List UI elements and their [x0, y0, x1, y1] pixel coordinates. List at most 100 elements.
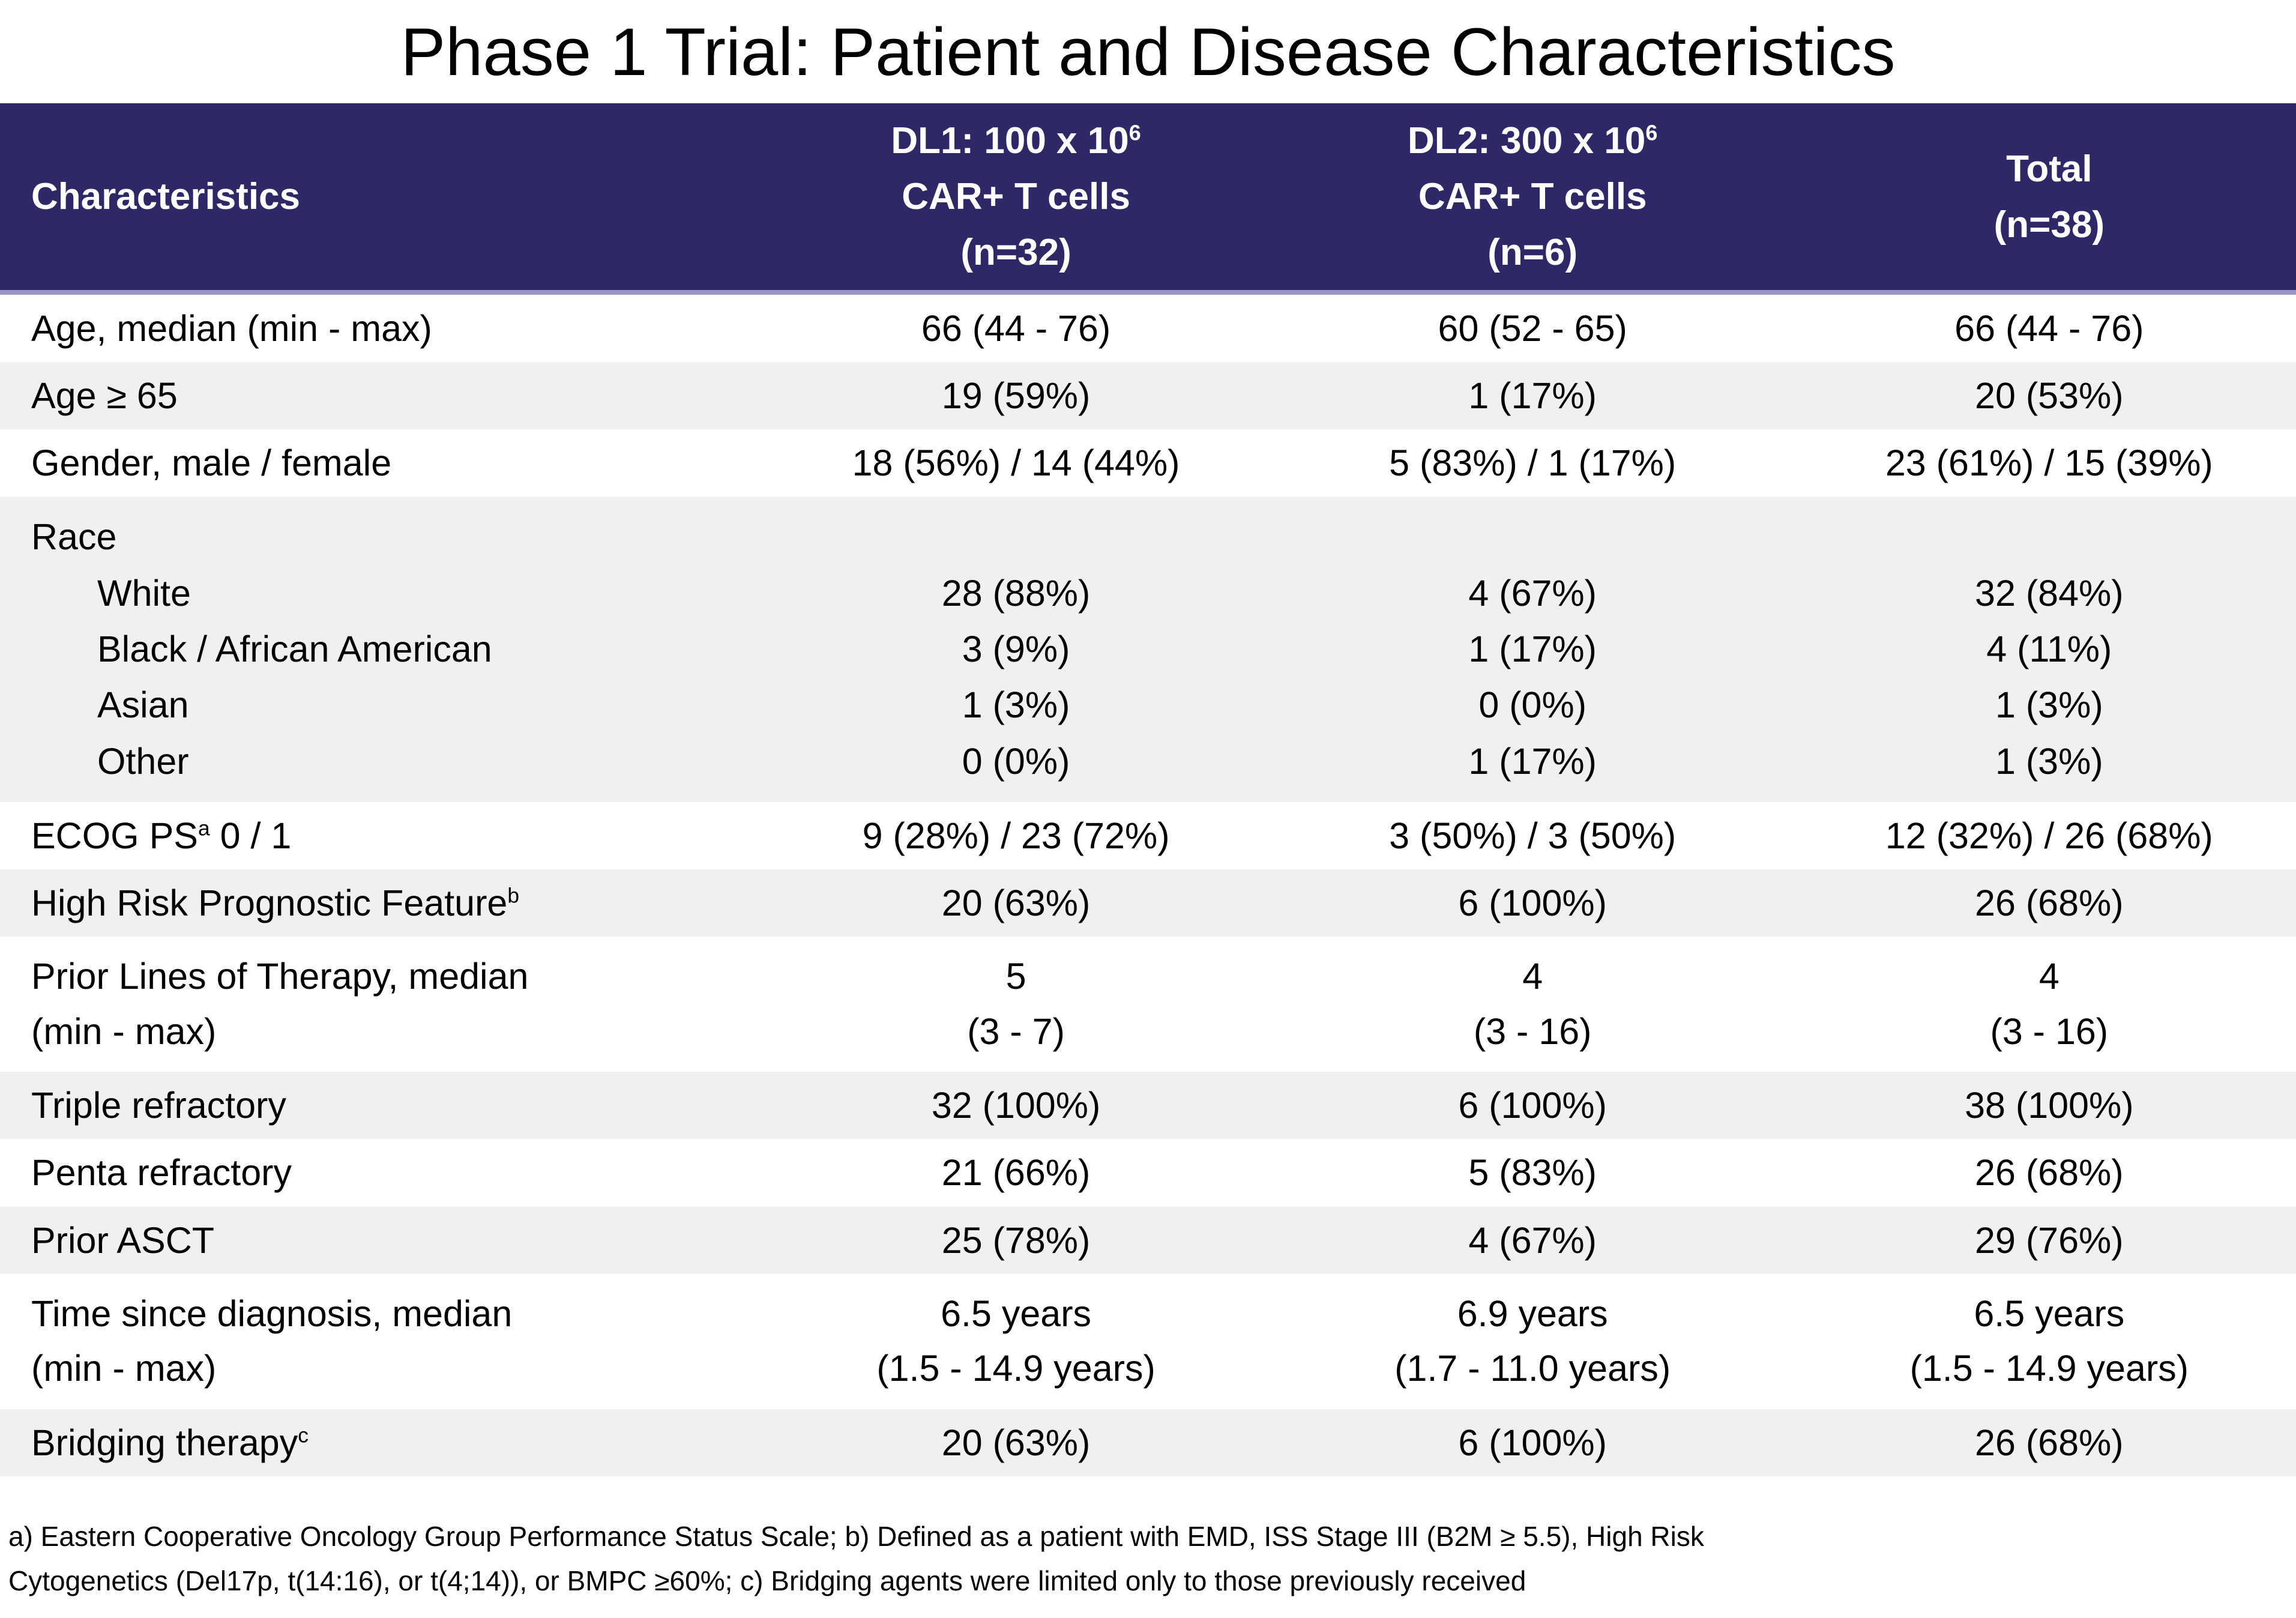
value-cell-dl2: 4 (3 - 16)	[1263, 937, 1803, 1072]
time-label-line2: (min - max)	[31, 1348, 217, 1389]
table-row-bridging-therapy: Bridging therapyc 20 (63%) 6 (100%) 26 (…	[0, 1408, 2296, 1476]
table-row-age-median: Age, median (min - max) 66 (44 - 76) 60 …	[0, 292, 2296, 363]
value-cell-total: 23 (61%) / 15 (39%)	[1885, 442, 2213, 484]
value-cell-total: 32 (84%) 4 (11%) 1 (3%) 1 (3%)	[1803, 497, 2296, 802]
title-bar: Phase 1 Trial: Patient and Disease Chara…	[0, 0, 2296, 103]
table-row-triple-refractory: Triple refractory 32 (100%) 6 (100%) 38 …	[0, 1072, 2296, 1140]
row-label-cell: Prior ASCT	[31, 1219, 215, 1261]
value-cell-dl1: 5 (3 - 7)	[769, 937, 1262, 1072]
table-row-prior-lines: Prior Lines of Therapy, median (min - ma…	[0, 937, 2296, 1072]
table-row-prior-asct: Prior ASCT 25 (78%) 4 (67%) 29 (76%)	[0, 1206, 2296, 1274]
column-header-dl1: DL1: 100 x 106 CAR+ T cells (n=32)	[769, 103, 1263, 295]
dl1-dose-text: DL1: 100 x 10	[891, 120, 1129, 161]
row-label-cell: Age, median (min - max)	[31, 308, 432, 349]
prior-lines-dl2-range: (3 - 16)	[1473, 1010, 1592, 1052]
footnote-marker-a: a	[197, 817, 210, 841]
value-cell-dl2: 6 (100%)	[1458, 883, 1607, 924]
dl2-header-cells-line: CAR+ T cells	[1418, 176, 1647, 217]
table-header-row: Characteristics DL1: 100 x 106 CAR+ T ce…	[0, 103, 2296, 295]
race-spacer	[1269, 510, 1797, 566]
value-cell-dl1: 66 (44 - 76)	[921, 308, 1111, 349]
column-header-characteristics: Characteristics	[0, 103, 770, 295]
race-other-total: 1 (3%)	[1995, 740, 2103, 782]
bridging-label-text: Bridging therapy	[31, 1422, 298, 1463]
value-cell-dl1: 21 (66%)	[941, 1152, 1091, 1194]
race-subitem-label-other: Other	[97, 740, 189, 782]
footnote-marker-c: c	[298, 1423, 309, 1447]
prior-lines-label-line2: (min - max)	[31, 1010, 217, 1052]
column-header-dl2: DL2: 300 x 106 CAR+ T cells (n=6)	[1262, 103, 1803, 295]
race-other-dl2: 1 (17%)	[1468, 740, 1597, 782]
race-white-dl1: 28 (88%)	[941, 572, 1091, 614]
total-header-label-line: Total	[2006, 148, 2093, 190]
total-header-n-line: (n=38)	[1993, 204, 2105, 246]
prior-lines-total-range: (3 - 16)	[1990, 1010, 2109, 1052]
race-black-dl2: 1 (17%)	[1468, 628, 1597, 669]
time-dl2-range: (1.7 - 11.0 years)	[1394, 1348, 1671, 1389]
dl1-header-dose-line: DL1: 100 x 106	[769, 113, 1262, 169]
dl1-dose-exponent: 6	[1128, 120, 1141, 145]
value-cell-dl2: 4 (67%) 1 (17%) 0 (0%) 1 (17%)	[1263, 497, 1803, 802]
value-cell-dl1: 28 (88%) 3 (9%) 1 (3%) 0 (0%)	[769, 497, 1262, 802]
value-cell-total: 26 (68%)	[1975, 1152, 2124, 1194]
row-label-cell: Bridging therapyc	[0, 1409, 769, 1476]
race-asian-total: 1 (3%)	[1995, 684, 2103, 726]
prior-lines-dl1-range: (3 - 7)	[967, 1010, 1065, 1052]
dl2-header-dose-line: DL2: 300 x 106	[1263, 113, 1803, 169]
table-row-gender: Gender, male / female 18 (56%) / 14 (44%…	[0, 429, 2296, 497]
time-label-line1: Time since diagnosis, median	[31, 1293, 513, 1334]
race-asian-dl1: 1 (3%)	[962, 684, 1070, 726]
time-dl2-median: 6.9 years	[1457, 1293, 1608, 1334]
footnote: a) Eastern Cooperative Oncology Group Pe…	[8, 1515, 2286, 1603]
value-cell-total: 66 (44 - 76)	[1954, 308, 2144, 349]
value-cell-total: 12 (32%) / 26 (68%)	[1885, 815, 2213, 857]
row-label-cell: ECOG PSa 0 / 1	[0, 802, 769, 869]
race-subitem-label-asian: Asian	[97, 684, 189, 726]
table-row-ecog-ps: ECOG PSa 0 / 1 9 (28%) / 23 (72%) 3 (50%…	[0, 802, 2296, 870]
row-label-cell: Gender, male / female	[31, 442, 392, 484]
footnote-line-2: Cytogenetics (Del17p, t(14:16), or t(4;1…	[8, 1565, 1526, 1596]
row-label-cell: Race White Black / African American Asia…	[0, 497, 769, 802]
table-row-penta-refractory: Penta refractory 21 (66%) 5 (83%) 26 (68…	[0, 1139, 2296, 1207]
footnote-marker-b: b	[507, 884, 520, 908]
race-white-total: 32 (84%)	[1975, 572, 2124, 614]
prior-lines-total-median: 4	[2038, 956, 2059, 997]
value-cell-total: 4 (3 - 16)	[1803, 937, 2296, 1072]
row-label-cell: High Risk Prognostic Featureb	[0, 869, 769, 937]
row-label-cell: Penta refractory	[31, 1152, 292, 1194]
value-cell-dl2: 3 (50%) / 3 (50%)	[1389, 815, 1677, 857]
race-asian-dl2: 0 (0%)	[1478, 684, 1587, 726]
race-black-total: 4 (11%)	[1986, 628, 2112, 669]
row-label-cell: Triple refractory	[31, 1085, 286, 1126]
value-cell-dl2: 60 (52 - 65)	[1438, 308, 1627, 349]
row-label-cell: Prior Lines of Therapy, median (min - ma…	[0, 937, 769, 1072]
race-subitem-label-black: Black / African American	[97, 629, 492, 670]
high-risk-label-text: High Risk Prognostic Feature	[31, 883, 508, 924]
value-cell-dl1: 25 (78%)	[941, 1219, 1091, 1261]
race-spacer	[775, 510, 1256, 566]
value-cell-dl2: 1 (17%)	[1468, 375, 1597, 417]
value-cell-dl2: 6 (100%)	[1458, 1085, 1607, 1126]
time-dl1-median: 6.5 years	[941, 1293, 1092, 1334]
patient-characteristics-table: Characteristics DL1: 100 x 106 CAR+ T ce…	[0, 103, 2296, 1476]
footnote-line-1: a) Eastern Cooperative Oncology Group Pe…	[8, 1520, 1704, 1552]
value-cell-total: 26 (68%)	[1975, 1422, 2124, 1463]
value-cell-dl1: 6.5 years (1.5 - 14.9 years)	[769, 1274, 1262, 1409]
value-cell-dl1: 32 (100%)	[931, 1085, 1101, 1126]
race-other-dl1: 0 (0%)	[962, 740, 1070, 782]
value-cell-dl1: 20 (63%)	[941, 883, 1091, 924]
time-dl1-range: (1.5 - 14.9 years)	[876, 1348, 1156, 1389]
race-subitem-label-white: White	[97, 572, 191, 614]
ecog-label-rest: 0 / 1	[209, 815, 292, 857]
row-label-cell: Age ≥ 65	[31, 375, 178, 417]
time-total-median: 6.5 years	[1974, 1293, 2125, 1334]
value-cell-dl2: 6 (100%)	[1458, 1422, 1607, 1463]
race-spacer	[1809, 510, 2290, 566]
table-row-high-risk: High Risk Prognostic Featureb 20 (63%) 6…	[0, 869, 2296, 937]
dl1-header-cells-line: CAR+ T cells	[902, 176, 1130, 217]
value-cell-dl1: 9 (28%) / 23 (72%)	[862, 815, 1170, 857]
value-cell-dl2: 5 (83%) / 1 (17%)	[1389, 442, 1677, 484]
value-cell-total: 20 (53%)	[1975, 375, 2124, 417]
value-cell-total: 29 (76%)	[1975, 1219, 2124, 1261]
